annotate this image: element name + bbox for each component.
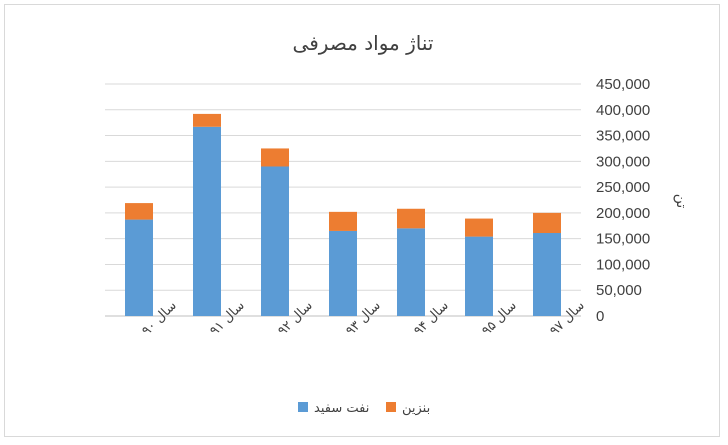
y-tick-label: 400,000 — [596, 102, 650, 119]
y-tick-label: 450,000 — [596, 76, 650, 93]
legend: بنزین نفت سفید — [298, 401, 430, 416]
bar-segment — [261, 148, 289, 167]
y-tick-label: 200,000 — [596, 205, 650, 222]
chart-title: تناژ مواد مصرفی — [293, 31, 434, 55]
bar-segment — [533, 232, 561, 316]
bar-segment — [125, 219, 153, 316]
bar-segment — [465, 236, 493, 316]
bar-segment — [329, 211, 357, 231]
y-tick-label: 150,000 — [596, 231, 650, 248]
y-tick-label: 50,000 — [596, 282, 642, 299]
y-tick-label: 100,000 — [596, 256, 650, 273]
y-tick-labels: 0 50,000 100,000 150,000 200,000 250,000 300,0… — [596, 76, 650, 325]
bar-segment — [261, 166, 289, 316]
stacked-bar-chart: تناژ مواد مصرفی 0 50,000 100,000 150,000 200… — [105, 31, 689, 416]
legend-swatch — [298, 402, 308, 412]
legend-label: بنزین — [402, 401, 430, 416]
bar-segment — [329, 230, 357, 316]
y-tick-label: 0 — [596, 308, 604, 325]
chart-frame: تناژ مواد مصرفی 0 50,000 100,000 150,000 200… — [4, 4, 720, 437]
bar-segment — [397, 228, 425, 316]
y-tick-label: 300,000 — [596, 153, 650, 170]
bar-segment — [193, 113, 221, 127]
bar-segment — [193, 126, 221, 317]
y-axis-label: تن — [673, 194, 689, 209]
bar-segment — [465, 218, 493, 237]
legend-label: نفت سفید — [314, 401, 369, 416]
bar-segment — [125, 203, 153, 220]
y-tick-label: 350,000 — [596, 128, 650, 145]
y-tick-label: 250,000 — [596, 179, 650, 196]
bar-segment — [397, 208, 425, 229]
bars — [125, 113, 561, 317]
legend-swatch — [386, 402, 396, 412]
bar-segment — [533, 212, 561, 233]
